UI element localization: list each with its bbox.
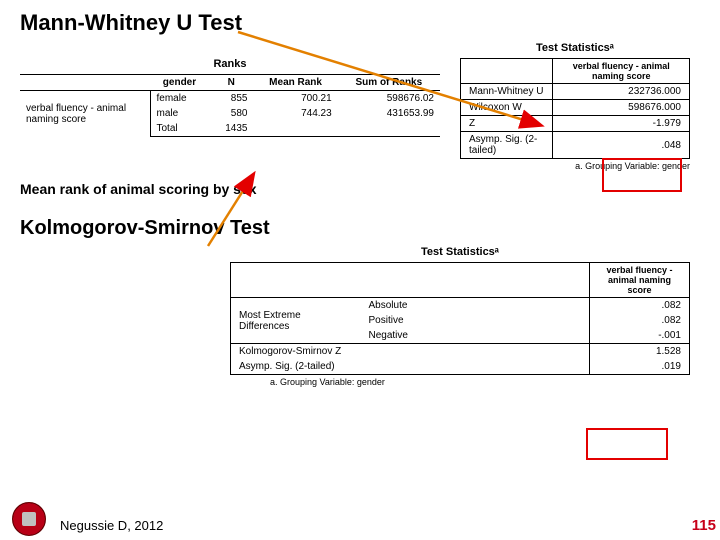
col-gender: gender: [150, 75, 209, 91]
table-row: Z-1.979: [461, 116, 690, 132]
highlight-box: [586, 428, 668, 460]
table-row: Most Extreme Differences Absolute .082: [231, 298, 690, 314]
table-row: verbal fluency - animal naming score fem…: [20, 91, 440, 107]
ks-col-head: verbal fluency - animal naming score: [590, 263, 690, 298]
stats-table: verbal fluency - animal naming score Man…: [460, 58, 690, 159]
stats-col-head: verbal fluency - animal naming score: [553, 59, 690, 84]
table-row: Mann-Whitney U232736.000: [461, 84, 690, 100]
ks-title: Test Statisticsᵃ: [230, 246, 690, 258]
ks-footnote: a. Grouping Variable: gender: [270, 377, 690, 387]
table-row: Asymp. Sig. (2-tailed).048: [461, 132, 690, 159]
mean-rank-label: Mean rank of animal scoring by sex: [20, 181, 700, 197]
title-mann-whitney: Mann-Whitney U Test: [20, 10, 700, 36]
row-label: verbal fluency - animal naming score: [20, 91, 150, 137]
col-n: N: [209, 75, 254, 91]
table-row: Wilcoxon W598676.000: [461, 100, 690, 116]
test-statistics-block: Test Statisticsᵃ verbal fluency - animal…: [460, 40, 690, 171]
stats-title: Test Statisticsᵃ: [460, 42, 690, 54]
author: Negussie D, 2012: [60, 518, 163, 533]
ranks-title: Ranks: [20, 58, 440, 70]
table-row: Kolmogorov-Smirnov Z1.528: [231, 344, 690, 360]
ks-table: verbal fluency - animal naming score Mos…: [230, 262, 690, 375]
col-mean: Mean Rank: [253, 75, 337, 91]
ranks-table: gender N Mean Rank Sum of Ranks verbal f…: [20, 74, 440, 137]
ranks-block: Ranks gender N Mean Rank Sum of Ranks ve…: [20, 40, 440, 137]
page-number: 115: [692, 517, 716, 534]
stats-footnote: a. Grouping Variable: gender: [460, 161, 690, 171]
col-sum: Sum of Ranks: [338, 75, 440, 91]
table-row: Asymp. Sig. (2-tailed).019: [231, 359, 690, 375]
title-ks: Kolmogorov-Smirnov Test: [20, 217, 700, 240]
ks-block: Test Statisticsᵃ verbal fluency - animal…: [230, 246, 690, 387]
